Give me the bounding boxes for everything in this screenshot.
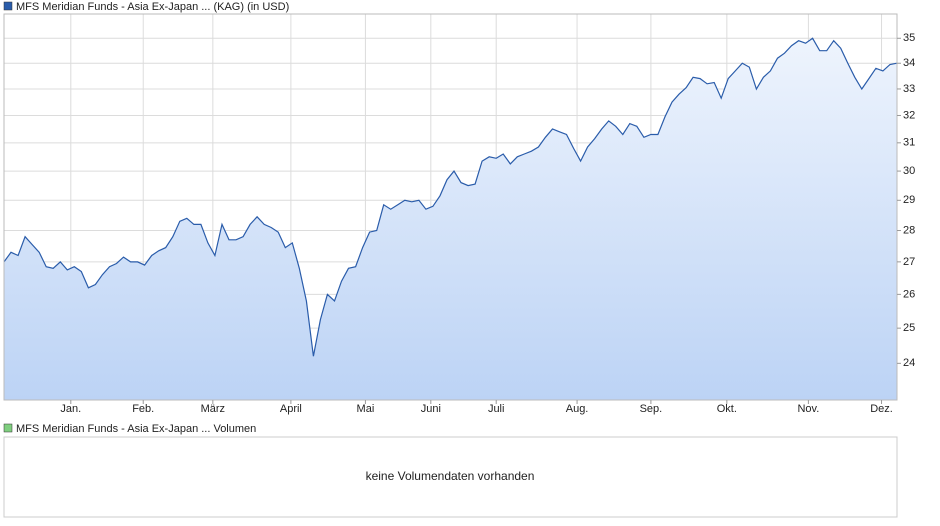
- x-tick-label: Okt.: [717, 403, 737, 415]
- x-tick-label: Mai: [357, 403, 375, 415]
- y-tick-label: 30: [903, 165, 915, 177]
- x-tick-label: Dez.: [870, 403, 893, 415]
- legend-swatch: [3, 423, 13, 433]
- legend-swatch: [3, 1, 13, 11]
- y-tick-label: 33: [903, 83, 915, 95]
- x-tick-label: April: [280, 403, 302, 415]
- price-line: [3, 37, 898, 357]
- y-tick-label: 27: [903, 256, 915, 268]
- y-tick-label: 25: [903, 322, 915, 334]
- x-tick-label: Jan.: [60, 403, 81, 415]
- y-tick-label: 32: [903, 109, 915, 121]
- x-tick-label: Juli: [488, 403, 505, 415]
- volume-message: keine Volumendaten vorhanden: [366, 469, 535, 483]
- y-tick-label: 34: [903, 57, 915, 69]
- y-tick-label: 29: [903, 194, 915, 206]
- x-tick-label: Nov.: [797, 403, 819, 415]
- volume-panel: [3, 436, 898, 518]
- y-tick-label: 28: [903, 224, 915, 236]
- x-tick-label: Feb.: [132, 403, 154, 415]
- x-tick-label: März: [201, 403, 225, 415]
- y-tick-label: 26: [903, 288, 915, 300]
- area: [4, 38, 897, 401]
- y-tick-label: 31: [903, 137, 915, 149]
- x-tick-label: Sep.: [640, 403, 663, 415]
- plot-border: [3, 13, 898, 401]
- y-tick-label: 35: [903, 32, 915, 44]
- volume-legend: MFS Meridian Funds - Asia Ex-Japan ... V…: [16, 423, 256, 435]
- legend-label: MFS Meridian Funds - Asia Ex-Japan ... (…: [16, 1, 289, 13]
- y-tick-label: 24: [903, 357, 915, 369]
- x-tick-label: Aug.: [566, 403, 589, 415]
- x-tick-label: Juni: [421, 403, 441, 415]
